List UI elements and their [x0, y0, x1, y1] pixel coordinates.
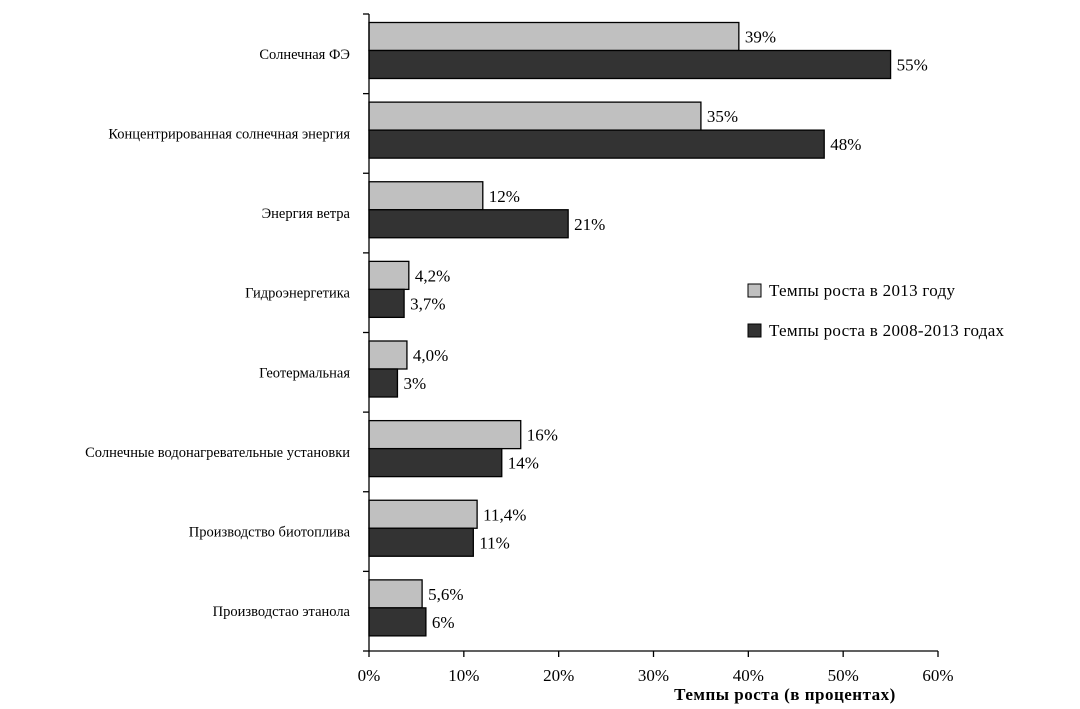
data-label-2008-2013-7: 6% [432, 613, 455, 632]
bar-2013-5 [368, 419, 522, 450]
axes-layer [363, 13, 939, 657]
bar-2013-4 [368, 340, 408, 370]
x-tick-label-4: 40% [733, 666, 764, 685]
data-label-2013-7: 5,6% [428, 585, 463, 604]
x-tick-label-5: 50% [828, 666, 859, 685]
category-label-1: Концентрированная солнечная энергия [108, 126, 350, 142]
x-tick-label-0: 0% [358, 666, 381, 685]
data-label-2008-2013-4: 3% [403, 374, 426, 393]
bar-2013-2 [368, 181, 484, 211]
category-label-4: Геотермальная [259, 365, 350, 381]
x-tick-label-6: 60% [922, 666, 953, 685]
bar-2013-6 [368, 499, 478, 529]
labels-layer: 39% 55% Солнечная ФЭ 35% 48% Концентрированна… [85, 28, 953, 686]
data-label-2008-2013-5: 14% [508, 454, 539, 473]
legend-label-2013: Темпы роста в 2013 году [769, 281, 956, 300]
category-label-2: Энергия ветра [262, 206, 351, 222]
data-label-2013-0: 39% [745, 28, 776, 47]
legend-label-2008-2013: Темпы роста в 2008-2013 годах [769, 321, 1005, 340]
bar-2013-3 [368, 260, 410, 291]
x-tick-label-2: 20% [543, 666, 574, 685]
category-label-3: Гидроэнергетика [245, 286, 350, 302]
legend-swatch-2013 [747, 283, 762, 298]
bar-2008-2013-1 [368, 129, 825, 159]
data-label-2008-2013-6: 11% [479, 533, 510, 552]
data-label-2013-5: 16% [527, 426, 558, 445]
category-label-7: Производстао этанола [213, 604, 351, 620]
bar-2008-2013-7 [368, 607, 427, 637]
data-label-2008-2013-2: 21% [574, 215, 605, 234]
bar-2008-2013-2 [368, 209, 569, 239]
category-label-6: Производство биотоплива [189, 525, 351, 541]
x-tick-label-1: 10% [448, 666, 479, 685]
data-label-2013-2: 12% [489, 187, 520, 206]
bar-2008-2013-6 [368, 527, 474, 557]
bars-layer [368, 21, 892, 637]
legend: Темпы роста в 2013 году Темпы роста в 20… [747, 281, 1005, 340]
bar-2008-2013-5 [368, 447, 503, 478]
data-label-2013-4: 4,0% [413, 346, 448, 365]
category-label-0: Солнечная ФЭ [259, 47, 350, 63]
legend-swatch-2008-2013 [747, 323, 762, 338]
category-label-5: Солнечные водонагревательные установки [85, 445, 350, 461]
data-label-2008-2013-1: 48% [830, 135, 861, 154]
data-label-2013-3: 4,2% [415, 266, 450, 285]
data-label-2008-2013-3: 3,7% [410, 294, 445, 313]
bar-2013-7 [368, 579, 423, 609]
bar-2013-0 [368, 21, 740, 52]
bar-2008-2013-4 [368, 368, 399, 398]
bar-2008-2013-0 [368, 49, 892, 80]
data-label-2013-6: 11,4% [483, 505, 526, 524]
data-label-2008-2013-0: 55% [897, 56, 928, 75]
x-tick-label-3: 30% [638, 666, 669, 685]
data-label-2013-1: 35% [707, 107, 738, 126]
x-axis-title: Темпы роста (в процентах) [674, 685, 896, 704]
bar-2008-2013-3 [368, 288, 405, 319]
bar-2013-1 [368, 101, 702, 131]
